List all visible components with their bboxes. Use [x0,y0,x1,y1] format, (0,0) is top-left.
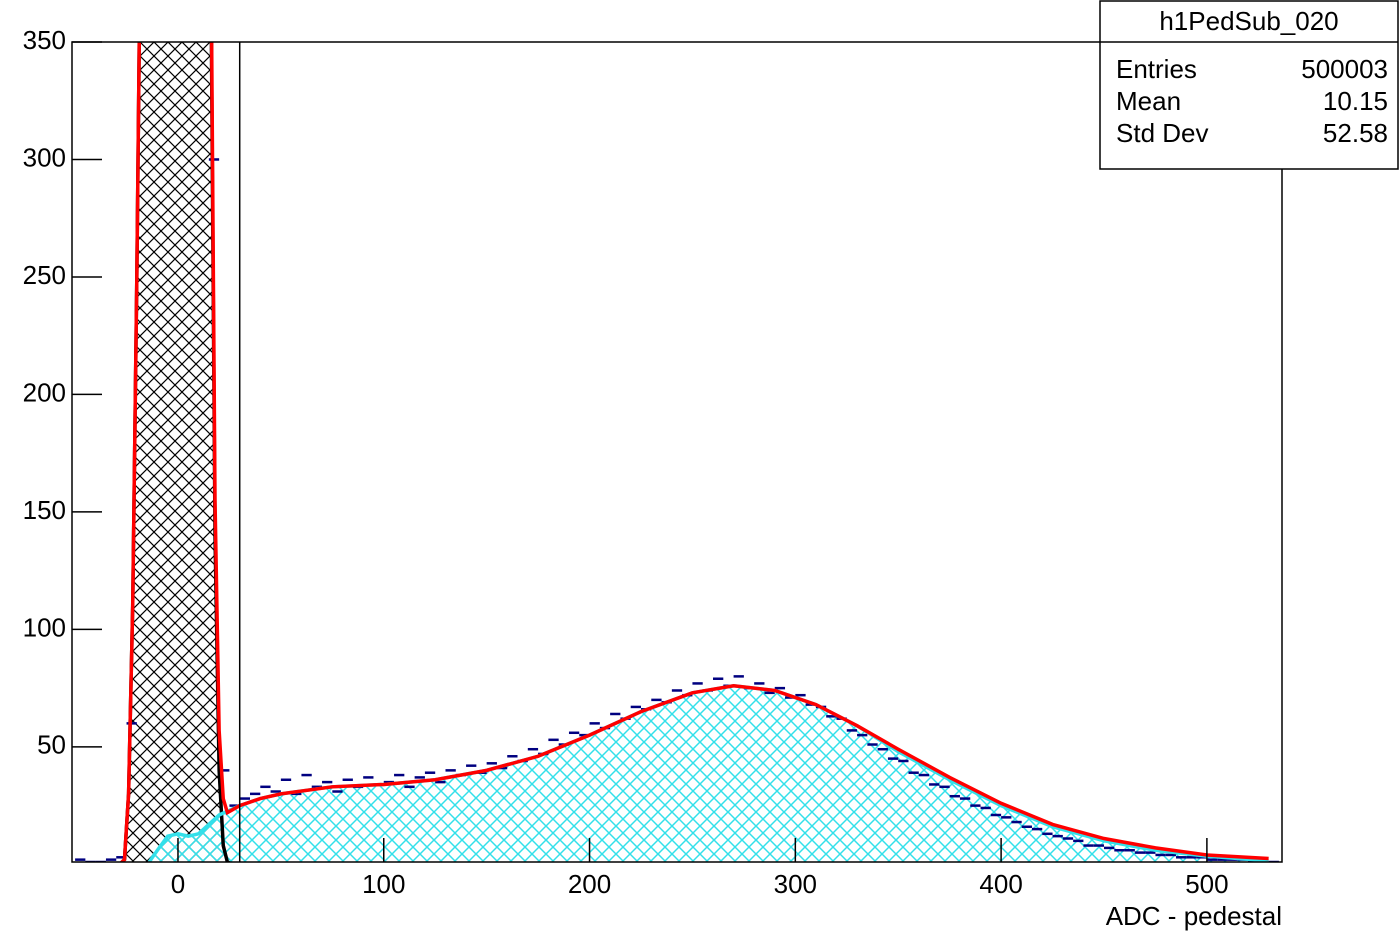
fit-area [120,42,232,862]
y-tick-label: 250 [23,260,66,290]
plot-frame [71,41,1283,863]
x-tick-label: 0 [171,869,185,899]
stats-label: Entries [1116,54,1197,84]
stats-frame [1099,0,1399,170]
x-tick-label: 100 [362,869,405,899]
stats-box: h1PedSub_020 [1099,0,1399,170]
stats-value: 52.58 [1323,118,1388,148]
plot-area [75,42,1279,862]
stats-label: Std Dev [1116,118,1209,148]
stats-title: h1PedSub_020 [1159,6,1338,36]
y-tick-label: 350 [23,25,66,55]
x-tick-label: 500 [1185,869,1228,899]
fit-line [119,42,1269,862]
stats-value: 10.15 [1323,86,1388,116]
x-tick-label: 200 [568,869,611,899]
y-tick-label: 150 [23,495,66,525]
x-tick-label: 400 [979,869,1022,899]
x-axis-label: ADC - pedestal [1106,901,1282,931]
y-tick-label: 200 [23,377,66,407]
y-tick-label: 300 [23,142,66,172]
y-tick-label: 50 [37,730,66,760]
y-tick-label: 100 [23,612,66,642]
fit-area [149,685,1269,862]
stats-value: 500003 [1301,54,1388,84]
x-tick-label: 300 [774,869,817,899]
stats-label: Mean [1116,86,1181,116]
